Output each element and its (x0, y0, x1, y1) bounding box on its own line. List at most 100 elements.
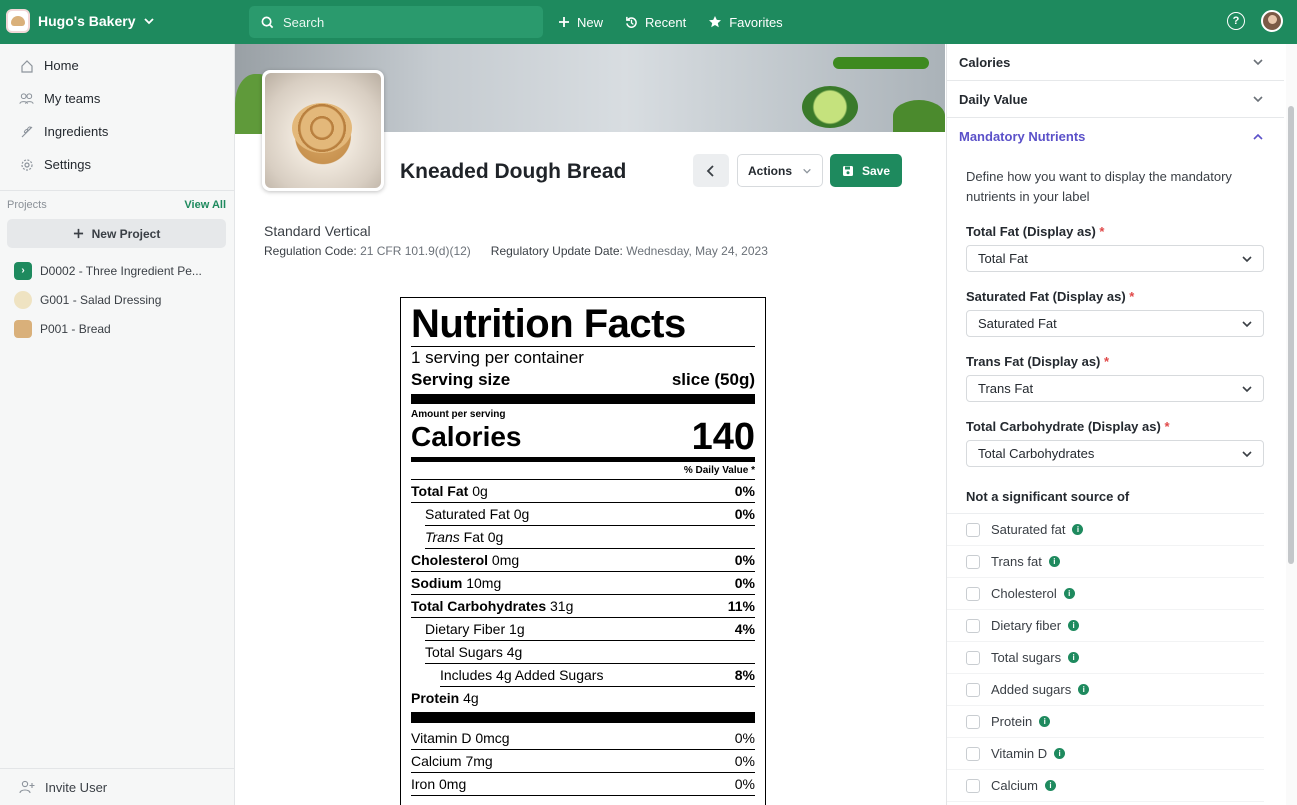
checkbox-protein[interactable]: Protein i (947, 706, 1264, 738)
nutrition-facts-label: Nutrition Facts 1 serving per container … (400, 297, 766, 805)
new-button[interactable]: New (558, 15, 603, 30)
total-carbohydrate-select[interactable]: Total Carbohydrates (966, 440, 1264, 467)
nutrient-name: Sodium (411, 575, 463, 591)
total-fat-select[interactable]: Total Fat (966, 245, 1264, 272)
nutrient-name: Includes 4g Added Sugars (440, 667, 604, 683)
save-label: Save (861, 163, 891, 178)
project-item[interactable]: › D0002 - Three Ingredient Pe... (0, 256, 234, 285)
info-icon[interactable]: i (1072, 524, 1084, 535)
checkbox[interactable] (966, 618, 980, 633)
checkbox-saturated-fat[interactable]: Saturated fat i (947, 514, 1264, 546)
bakery-logo-icon (6, 9, 30, 33)
save-button[interactable]: Save (830, 154, 902, 187)
checkbox[interactable] (966, 522, 980, 537)
nutrient-row: Sodium 10mg 0% (411, 572, 755, 595)
accordion-label: Calories (959, 54, 1011, 70)
info-icon[interactable]: i (1068, 620, 1080, 631)
checkbox[interactable] (966, 778, 980, 793)
checkbox[interactable] (966, 746, 980, 761)
new-project-label: New Project (91, 226, 161, 241)
sidebar-item-settings[interactable]: Settings (0, 148, 234, 181)
required-mark: * (1099, 224, 1105, 239)
checkbox-label: Vitamin D (991, 746, 1048, 761)
chevron-down-icon (1242, 320, 1252, 327)
mandatory-description: Define how you want to display the manda… (966, 169, 1232, 204)
checkbox-cholesterol[interactable]: Cholesterol i (947, 578, 1264, 610)
wheat-icon (19, 124, 34, 139)
invite-user-label: Invite User (45, 779, 108, 795)
project-item[interactable]: G001 - Salad Dressing (0, 285, 234, 314)
vitamin-row: Calcium 7mg 0% (411, 750, 755, 773)
calories-value: 140 (691, 416, 755, 458)
required-mark: * (1164, 419, 1170, 434)
invite-user-button[interactable]: Invite User (0, 768, 234, 805)
gear-icon (19, 157, 34, 172)
accordion-label: Mandatory Nutrients (959, 129, 1086, 144)
sidebar-item-ingredients[interactable]: Ingredients (0, 115, 234, 148)
field-label-text: Total Fat (Display as) (966, 224, 1096, 239)
product-image[interactable] (262, 70, 384, 191)
field-label: Saturated Fat (Display as) * (947, 272, 1284, 304)
vitamin-name: Vitamin D 0mcg (411, 730, 510, 746)
recent-button[interactable]: Recent (625, 15, 686, 30)
checkbox-vitamin-d[interactable]: Vitamin D i (947, 738, 1264, 770)
nutrient-name-suffix: Fat (463, 529, 484, 545)
accordion-daily-value[interactable]: Daily Value (947, 81, 1284, 118)
sidebar-item-label: My teams (44, 91, 101, 106)
checkbox[interactable] (966, 714, 980, 729)
search-placeholder: Search (283, 14, 325, 30)
new-label: New (577, 14, 604, 30)
add-user-icon (19, 780, 35, 794)
bread-icon (14, 319, 32, 338)
checkbox[interactable] (966, 682, 980, 697)
sidebar-item-my-teams[interactable]: My teams (0, 82, 234, 115)
project-label: D0002 - Three Ingredient Pe... (40, 263, 202, 278)
actions-dropdown[interactable]: Actions (737, 154, 823, 187)
workspace-switcher[interactable]: Hugo's Bakery (6, 9, 155, 33)
checkbox-trans-fat[interactable]: Trans fat i (947, 546, 1264, 578)
info-icon[interactable]: i (1048, 556, 1060, 567)
user-avatar[interactable] (1261, 10, 1283, 32)
info-icon[interactable]: i (1068, 652, 1080, 663)
nutrient-amount: 10mg (466, 575, 502, 591)
scrollbar-thumb[interactable] (1288, 106, 1294, 564)
info-icon[interactable]: i (1039, 716, 1051, 727)
nutrient-pct: 4% (734, 621, 755, 637)
nutrient-name: Total Fat (411, 483, 469, 499)
nutrient-name: Saturated Fat (425, 506, 510, 522)
checkbox-calcium[interactable]: Calcium i (947, 770, 1264, 802)
new-project-button[interactable]: New Project (7, 219, 226, 248)
back-button[interactable] (693, 154, 729, 187)
checkbox-label: Added sugars (991, 682, 1072, 697)
vitamin-pct: 0% (734, 776, 755, 792)
search-input[interactable]: Search (249, 6, 543, 38)
checkbox[interactable] (966, 586, 980, 601)
update-label: Regulatory Update Date: (490, 244, 623, 258)
checkbox[interactable] (966, 554, 980, 569)
chevron-down-icon (1242, 255, 1252, 262)
chevron-left-icon (706, 164, 714, 177)
info-icon[interactable]: i (1054, 748, 1066, 759)
project-item[interactable]: P001 - Bread (0, 314, 234, 343)
info-icon[interactable]: i (1078, 684, 1090, 695)
accordion-mandatory-nutrients[interactable]: Mandatory Nutrients (947, 118, 1284, 155)
checkbox[interactable] (966, 650, 980, 665)
favorites-button[interactable]: Favorites (708, 15, 783, 30)
view-all-link[interactable]: View All (184, 199, 226, 211)
accordion-label: Daily Value (959, 91, 1028, 107)
saturated-fat-select[interactable]: Saturated Fat (966, 310, 1264, 337)
help-icon[interactable]: ? (1227, 12, 1245, 30)
info-icon[interactable]: i (1063, 588, 1075, 599)
nutrient-amount: 0g (513, 506, 530, 522)
checkbox-label: Saturated fat (991, 522, 1066, 537)
checkbox-dietary-fiber[interactable]: Dietary fiber i (947, 610, 1264, 642)
nutrient-pct: 8% (734, 667, 755, 683)
sidebar-item-home[interactable]: Home (0, 49, 234, 82)
info-icon[interactable]: i (1044, 780, 1056, 791)
accordion-calories[interactable]: Calories (947, 44, 1284, 81)
regulation-value: 21 CFR 101.9(d)(12) (360, 244, 471, 258)
checkbox-total-sugars[interactable]: Total sugars i (947, 642, 1264, 674)
field-label: Total Fat (Display as) * (947, 207, 1284, 239)
trans-fat-select[interactable]: Trans Fat (966, 375, 1264, 402)
checkbox-added-sugars[interactable]: Added sugars i (947, 674, 1264, 706)
